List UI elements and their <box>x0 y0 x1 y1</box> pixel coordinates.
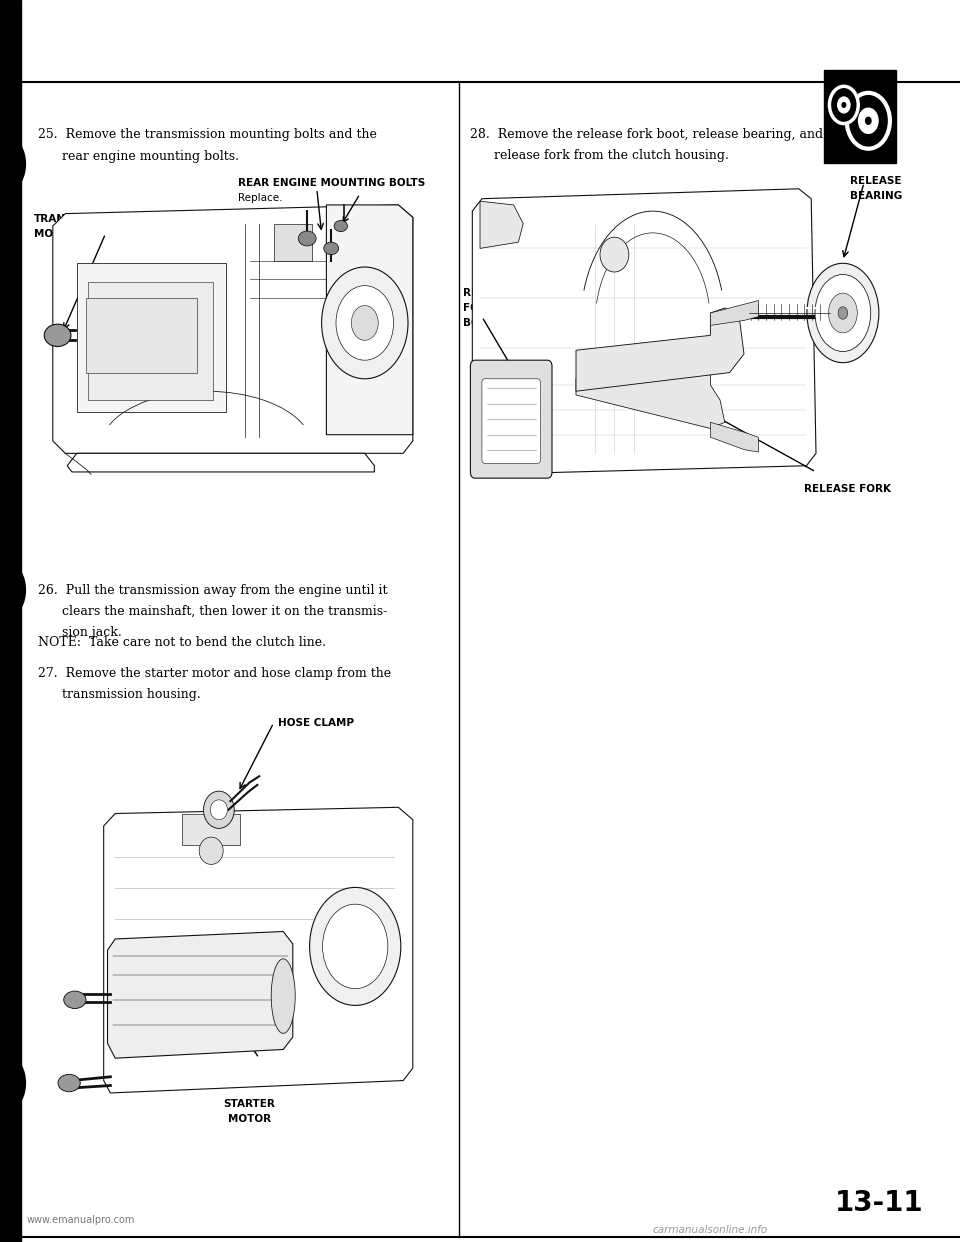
Polygon shape <box>576 308 744 391</box>
Polygon shape <box>480 201 523 248</box>
Text: MOTOR: MOTOR <box>228 1114 271 1124</box>
Text: HOSE CLAMP: HOSE CLAMP <box>278 718 354 728</box>
Ellipse shape <box>336 286 394 360</box>
Bar <box>88 282 213 400</box>
Bar <box>0 0 21 1242</box>
Ellipse shape <box>838 307 848 319</box>
Polygon shape <box>108 932 293 1058</box>
Ellipse shape <box>0 139 25 189</box>
Text: Replace.: Replace. <box>238 193 282 202</box>
Ellipse shape <box>838 97 850 113</box>
Text: RELEASE: RELEASE <box>850 176 901 186</box>
Ellipse shape <box>200 837 224 864</box>
Bar <box>86 298 197 373</box>
Polygon shape <box>710 301 758 325</box>
Text: sion jack.: sion jack. <box>38 626 122 638</box>
Ellipse shape <box>806 263 879 363</box>
FancyBboxPatch shape <box>482 379 540 463</box>
Ellipse shape <box>204 791 234 828</box>
Text: rear engine mounting bolts.: rear engine mounting bolts. <box>38 150 239 163</box>
Ellipse shape <box>600 237 629 272</box>
Text: REAR ENGINE MOUNTING BOLTS: REAR ENGINE MOUNTING BOLTS <box>238 178 425 188</box>
FancyBboxPatch shape <box>470 360 552 478</box>
Text: 27.  Remove the starter motor and hose clamp from the: 27. Remove the starter motor and hose cl… <box>38 667 392 679</box>
Text: 25.  Remove the transmission mounting bolts and the: 25. Remove the transmission mounting bol… <box>38 128 377 140</box>
Text: release fork from the clutch housing.: release fork from the clutch housing. <box>470 149 730 161</box>
Text: MOUNTING BOLTS: MOUNTING BOLTS <box>34 229 138 238</box>
Text: carmanualsonline.info: carmanualsonline.info <box>653 1225 768 1235</box>
Ellipse shape <box>44 324 71 347</box>
Text: BEARING: BEARING <box>850 191 901 201</box>
Ellipse shape <box>847 93 890 149</box>
Ellipse shape <box>58 1074 81 1092</box>
Ellipse shape <box>271 959 296 1033</box>
Ellipse shape <box>828 293 857 333</box>
Ellipse shape <box>210 800 228 820</box>
Ellipse shape <box>866 117 871 124</box>
Text: STARTER: STARTER <box>224 1099 276 1109</box>
Ellipse shape <box>309 887 401 1006</box>
Ellipse shape <box>0 1058 25 1108</box>
Text: RELEASE: RELEASE <box>463 288 515 298</box>
Ellipse shape <box>334 221 348 232</box>
Text: 28.  Remove the release fork boot, release bearing, and: 28. Remove the release fork boot, releas… <box>470 128 824 140</box>
Bar <box>182 814 240 845</box>
Bar <box>77 263 226 412</box>
Text: RELEASE FORK: RELEASE FORK <box>804 484 892 494</box>
Text: FORK: FORK <box>463 303 494 313</box>
Ellipse shape <box>324 242 339 255</box>
Text: transmission housing.: transmission housing. <box>38 688 202 700</box>
Ellipse shape <box>829 87 858 124</box>
Text: 13-11: 13-11 <box>835 1189 924 1217</box>
Ellipse shape <box>0 565 25 615</box>
Ellipse shape <box>323 904 388 989</box>
Text: TRANSMISSION: TRANSMISSION <box>34 214 123 224</box>
Text: 26.  Pull the transmission away from the engine until it: 26. Pull the transmission away from the … <box>38 584 388 596</box>
Ellipse shape <box>63 991 86 1009</box>
Text: clears the mainshaft, then lower it on the transmis-: clears the mainshaft, then lower it on t… <box>38 605 388 617</box>
Ellipse shape <box>351 306 378 340</box>
Ellipse shape <box>842 103 846 107</box>
Ellipse shape <box>299 231 316 246</box>
Polygon shape <box>53 205 413 453</box>
Polygon shape <box>576 360 725 428</box>
Polygon shape <box>67 453 374 472</box>
Text: NOTE:  Take care not to bend the clutch line.: NOTE: Take care not to bend the clutch l… <box>38 636 326 648</box>
Bar <box>824 70 896 163</box>
Text: BOOT: BOOT <box>463 318 495 328</box>
Ellipse shape <box>322 267 408 379</box>
Bar <box>274 224 312 261</box>
Polygon shape <box>472 189 816 474</box>
Text: www.emanualpro.com: www.emanualpro.com <box>27 1215 135 1225</box>
Polygon shape <box>326 205 413 435</box>
Ellipse shape <box>858 108 878 133</box>
Polygon shape <box>710 422 758 452</box>
Ellipse shape <box>815 274 871 351</box>
Polygon shape <box>104 807 413 1093</box>
